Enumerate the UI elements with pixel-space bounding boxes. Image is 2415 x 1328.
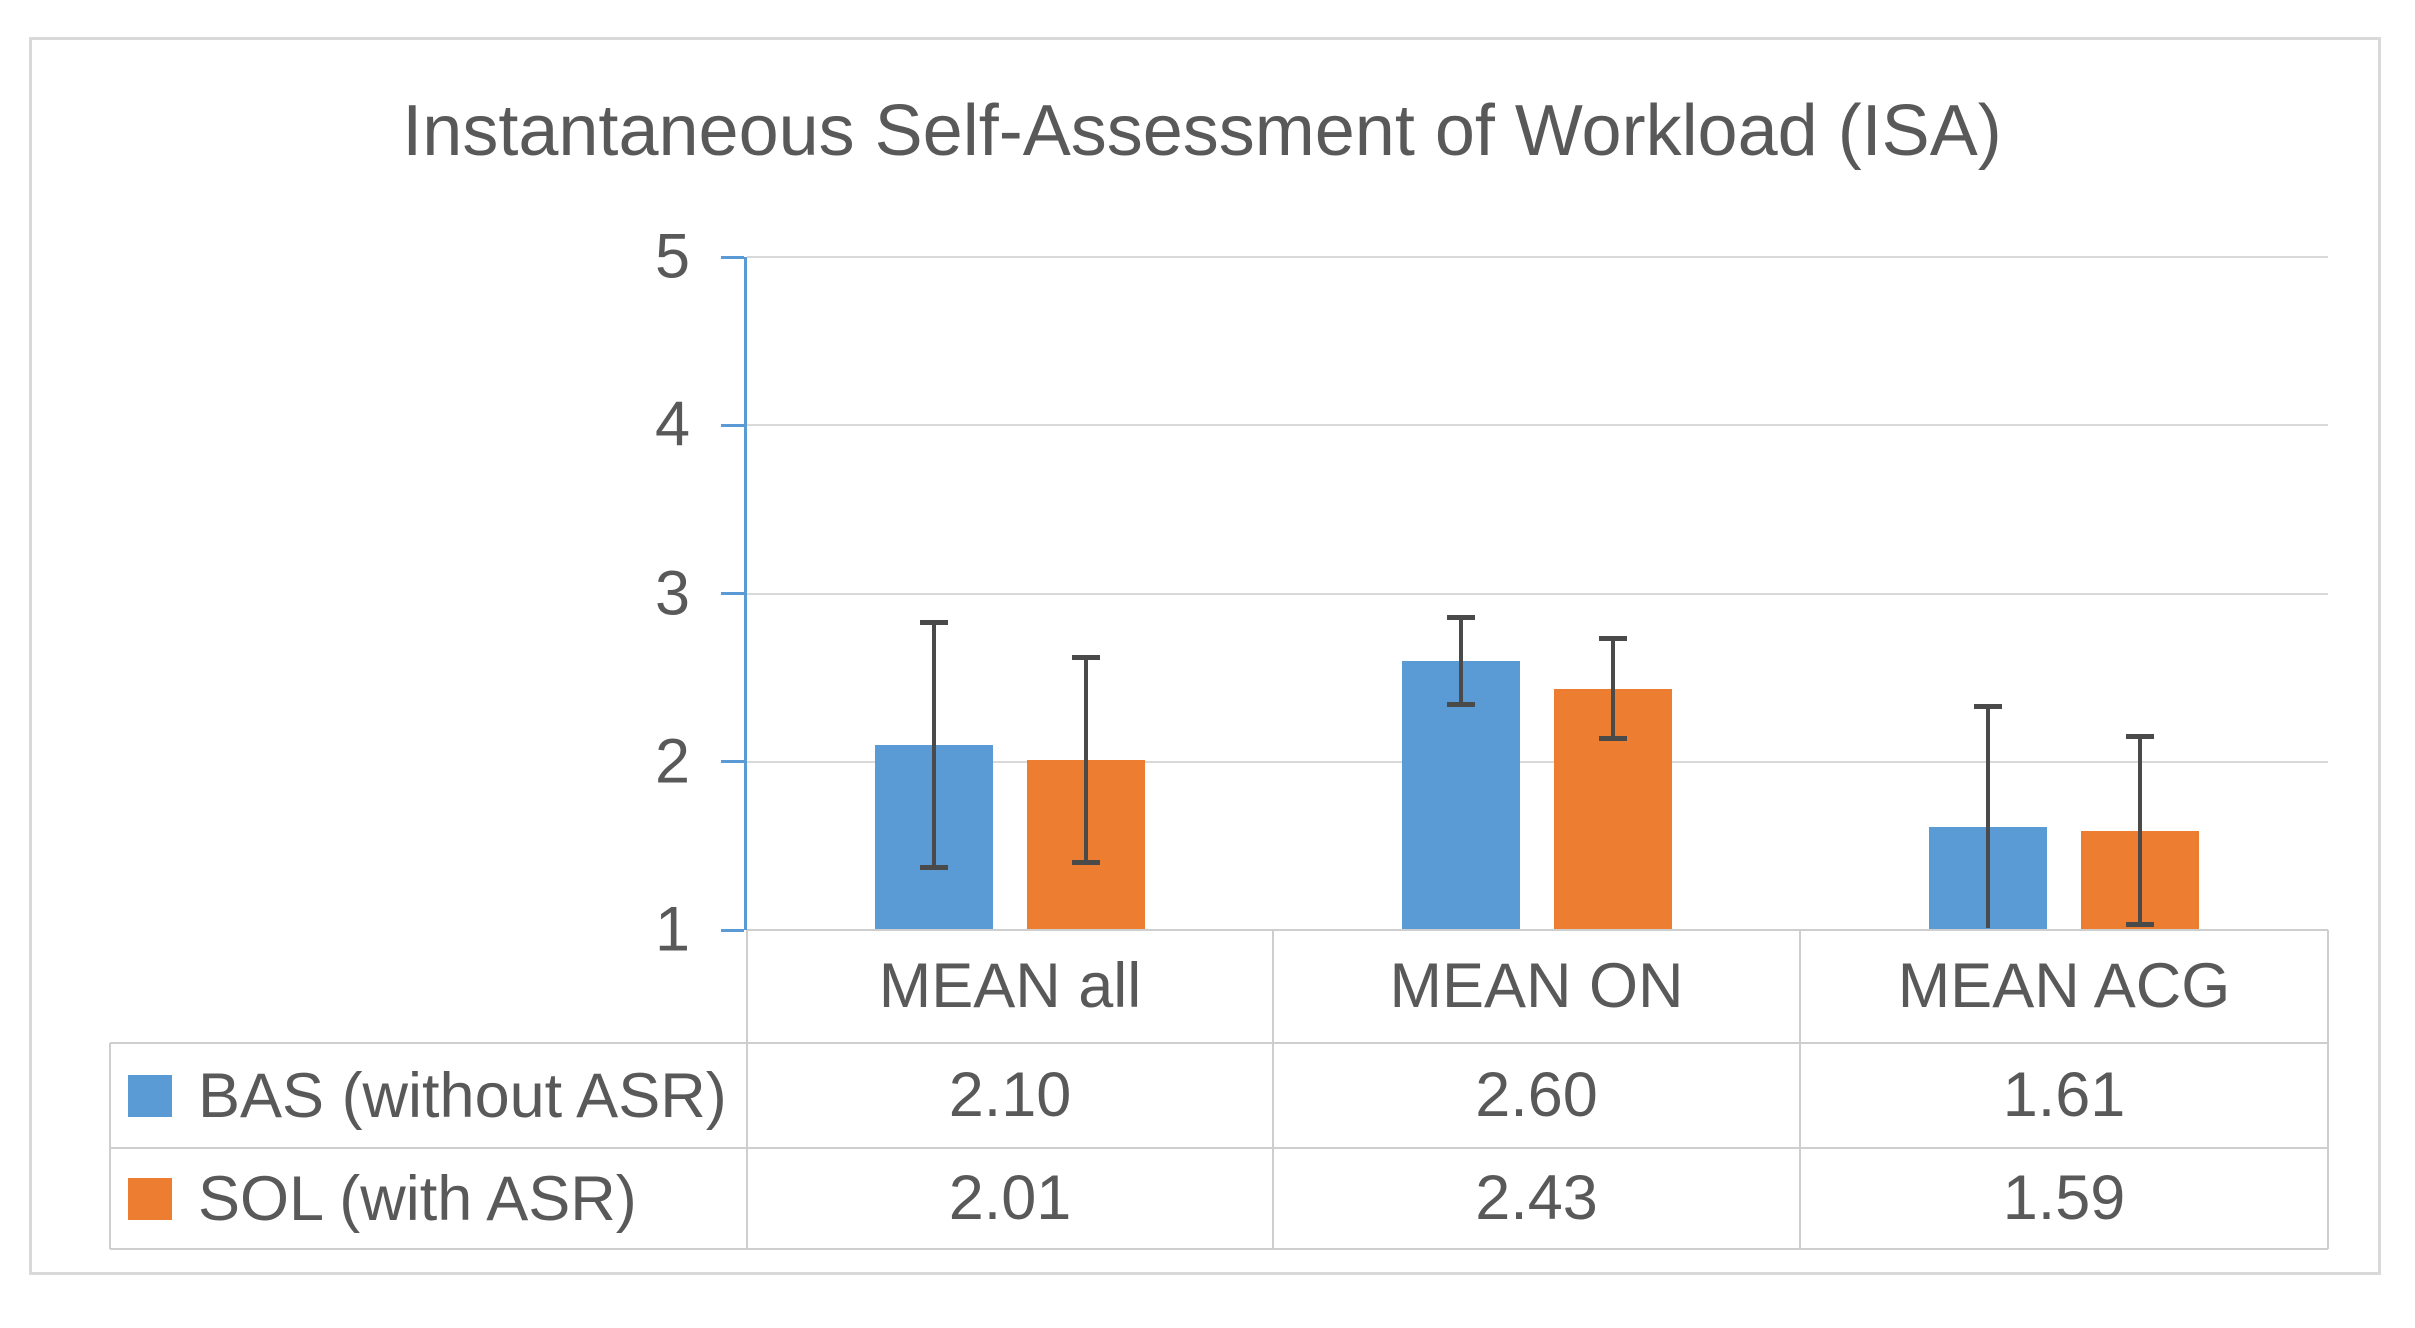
table-value-cell: 2.60 bbox=[1475, 1060, 1598, 1130]
legend-swatch-sol bbox=[128, 1177, 172, 1220]
y-axis-tick-label: 4 bbox=[654, 389, 690, 460]
table-value-cell: 1.59 bbox=[2002, 1163, 2126, 1233]
table-border-row1 bbox=[110, 1042, 2328, 1044]
error-bar-cap-top bbox=[1072, 654, 1100, 660]
table-border-col3 bbox=[2327, 930, 2329, 1249]
error-bar-cap-top bbox=[1446, 614, 1475, 620]
error-bar-cap-top bbox=[2126, 734, 2154, 739]
table-border-col1 bbox=[1272, 930, 1274, 1249]
y-axis-tick bbox=[721, 423, 744, 427]
table-value-cell: 2.10 bbox=[948, 1060, 1072, 1130]
table-header-cell: MEAN all bbox=[878, 951, 1142, 1021]
gridline bbox=[747, 760, 2328, 763]
y-axis-tick-label: 2 bbox=[654, 726, 690, 797]
y-axis-tick-label: 3 bbox=[654, 558, 690, 628]
error-bar-cap-bottom bbox=[1072, 860, 1100, 866]
error-bar-cap-bottom bbox=[1446, 702, 1475, 708]
table-value-cell: 2.43 bbox=[1475, 1163, 1598, 1233]
legend-swatch-bas bbox=[128, 1074, 172, 1117]
table-border-row2 bbox=[110, 1147, 2328, 1149]
error-bar-line bbox=[2138, 736, 2142, 925]
error-bar-line bbox=[1610, 638, 1615, 739]
gridline bbox=[747, 256, 2328, 258]
gridline bbox=[747, 592, 2328, 595]
table-header-cell: MEAN ACG bbox=[1897, 951, 2231, 1021]
error-bar-cap-top bbox=[1598, 636, 1627, 642]
y-axis-tick bbox=[721, 928, 744, 932]
chart-title: Instantaneous Self-Assessment of Workloa… bbox=[402, 91, 2002, 171]
legend-label: BAS (without ASR) bbox=[198, 1060, 727, 1131]
y-axis-tick-label: 5 bbox=[654, 221, 690, 292]
table-border-bottom bbox=[110, 1248, 2328, 1250]
legend-row-sol: SOL (with ASR) bbox=[128, 1148, 743, 1249]
gridline bbox=[747, 424, 2328, 427]
y-axis-tick bbox=[721, 255, 744, 259]
error-bar-line bbox=[1458, 617, 1463, 705]
table-border-left bbox=[109, 1043, 111, 1249]
error-bar-cap-top bbox=[1974, 703, 2002, 709]
legend-row-bas: BAS (without ASR) bbox=[128, 1043, 743, 1148]
error-bar-line bbox=[1986, 706, 1990, 928]
table-header-cell: MEAN ON bbox=[1389, 951, 1684, 1021]
chart-frame bbox=[29, 37, 2381, 1275]
y-axis-tick-label: 1 bbox=[654, 894, 690, 965]
error-bar-cap-bottom bbox=[1598, 735, 1627, 741]
error-bar-line bbox=[1084, 657, 1088, 863]
table-border-col0 bbox=[746, 930, 748, 1249]
y-axis-line bbox=[744, 257, 747, 930]
error-bar-cap-top bbox=[920, 619, 948, 625]
y-axis-tick bbox=[721, 592, 744, 595]
table-value-cell: 1.61 bbox=[2002, 1060, 2126, 1130]
legend-label: SOL (with ASR) bbox=[198, 1163, 637, 1234]
error-bar-line bbox=[932, 622, 936, 868]
y-axis-tick bbox=[721, 760, 744, 764]
table-value-cell: 2.01 bbox=[948, 1163, 1072, 1233]
table-border-top bbox=[747, 929, 2328, 931]
error-bar-cap-bottom bbox=[920, 865, 948, 871]
table-border-col2 bbox=[1799, 930, 1801, 1249]
error-bar-cap-bottom bbox=[2126, 922, 2154, 928]
